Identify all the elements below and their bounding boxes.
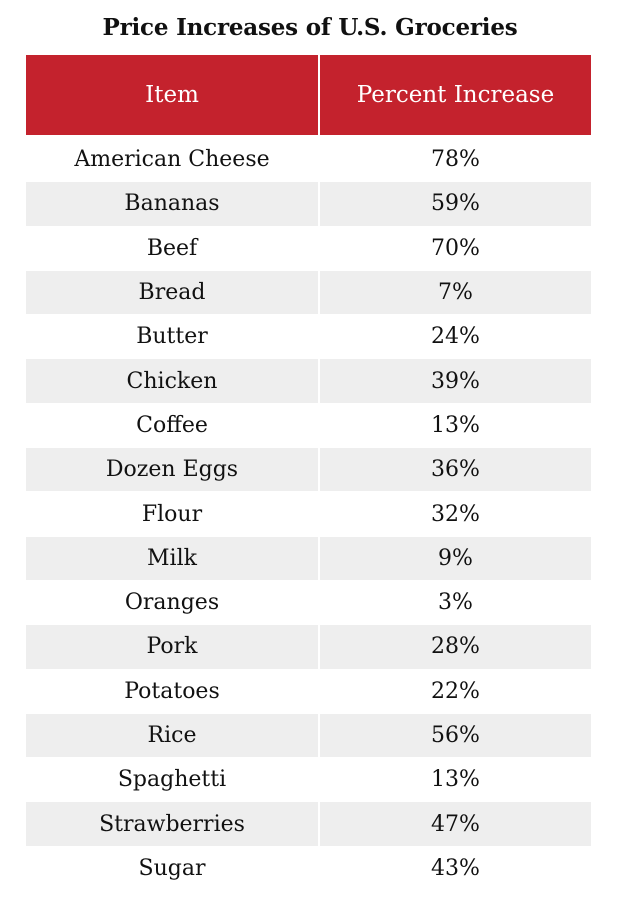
percent-increase-cell: 9% — [438, 545, 473, 571]
table-row: Milk 9% — [26, 536, 591, 581]
percent-increase-cell: 47% — [431, 811, 480, 837]
grocery-price-table: Item Percent Increase American Cheese 78%… — [26, 55, 591, 892]
item-cell: American Cheese — [26, 138, 320, 182]
table-row: Oranges 3% — [26, 580, 591, 626]
table-row: Bananas 59% — [26, 182, 591, 227]
table-row: Sugar 43% — [26, 846, 591, 892]
percent-increase-cell: 39% — [431, 368, 480, 394]
percent-increase-cell: 78% — [431, 147, 480, 173]
item-cell: Butter — [26, 315, 320, 359]
table-row: Bread 7% — [26, 270, 591, 316]
item-cell: Pork — [26, 625, 320, 669]
item-cell: Flour — [26, 492, 320, 536]
item-cell: Oranges — [26, 580, 320, 625]
table-row: Rice 56% — [26, 713, 591, 759]
item-cell: Bread — [26, 270, 320, 315]
table-row: Potatoes 22% — [26, 669, 591, 714]
column-header-item: Item — [26, 55, 320, 135]
percent-increase-cell: 32% — [431, 501, 480, 527]
column-header-percent-increase: Percent Increase — [356, 82, 555, 108]
table-row: Chicken 39% — [26, 359, 591, 404]
item-cell: Sugar — [26, 846, 320, 891]
table-row: Coffee 13% — [26, 403, 591, 449]
percent-increase-cell: 22% — [431, 678, 480, 704]
table-body: American Cheese 78% Bananas 59% Beef 70% Bread… — [26, 138, 591, 892]
item-cell: Potatoes — [26, 669, 320, 713]
percent-increase-cell: 36% — [431, 457, 480, 483]
item-cell: Coffee — [26, 403, 320, 448]
item-cell: Beef — [26, 226, 320, 270]
table-row: Strawberries 47% — [26, 802, 591, 847]
chart-title: Price Increases of U.S. Groceries — [102, 14, 518, 41]
percent-increase-cell: 28% — [431, 634, 480, 660]
percent-increase-cell: 56% — [431, 723, 480, 748]
percent-increase-cell: 3% — [438, 590, 473, 616]
item-cell: Spaghetti — [26, 758, 320, 802]
item-cell: Chicken — [26, 359, 320, 403]
item-cell: Strawberries — [26, 802, 320, 846]
percent-increase-cell: 24% — [431, 324, 480, 350]
percent-increase-cell: 13% — [431, 412, 480, 438]
item-cell: Milk — [26, 536, 320, 580]
item-cell: Rice — [26, 713, 320, 758]
item-cell: Dozen Eggs — [26, 448, 320, 492]
table-row: Pork 28% — [26, 625, 591, 670]
table-row: Flour 32% — [26, 492, 591, 537]
percent-increase-cell: 7% — [438, 280, 473, 306]
item-cell: Bananas — [26, 182, 320, 226]
percent-increase-cell: 43% — [431, 855, 480, 881]
percent-increase-cell: 70% — [431, 235, 480, 261]
table-header: Item Percent Increase — [26, 55, 591, 135]
table-row: Butter 24% — [26, 315, 591, 360]
table-row: Beef 70% — [26, 226, 591, 271]
table-row: American Cheese 78% — [26, 138, 591, 183]
percent-increase-cell: 59% — [431, 191, 480, 217]
table-row: Dozen Eggs 36% — [26, 448, 591, 493]
table-row: Spaghetti 13% — [26, 758, 591, 803]
percent-increase-cell: 13% — [431, 767, 480, 793]
